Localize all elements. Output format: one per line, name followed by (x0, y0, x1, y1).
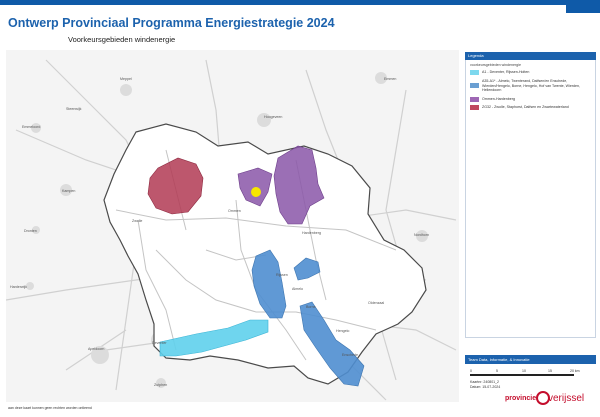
area-zg32-zwolle[interactable] (147, 157, 204, 215)
place-label: Enschede (342, 353, 358, 357)
scale-segment (548, 374, 574, 376)
area-a1-deventer-rijssen[interactable] (159, 319, 269, 357)
scale-segment (496, 374, 522, 376)
legend-swatch (470, 105, 479, 110)
place-label: Rijssen (276, 273, 288, 277)
province-roads (115, 149, 397, 361)
scale-bar: 0 5 10 15 20 km (470, 369, 582, 379)
scale-label: 0 (470, 369, 472, 373)
place-label: Harderwijk (10, 285, 27, 289)
legend-panel: voorkeursgebieden windenergie A1 - Deven… (465, 60, 596, 338)
page-title: Ontwerp Provinciaal Programma Energiestr… (8, 16, 335, 30)
area-ommen-hardenberg[interactable] (273, 145, 325, 225)
legend-item-label: ZG32 - Zwolle, Staphorst, Dalfsen en Zwa… (482, 105, 569, 109)
place-label: Ommen (228, 209, 241, 213)
place-label: Almelo (292, 287, 303, 291)
legend-header: Legenda (465, 52, 596, 60)
place-label: Kampen (62, 189, 75, 193)
legend-swatch (470, 83, 479, 88)
place-label: Steenwijk (66, 107, 82, 111)
legend-item-label: Ommen-Hardenberg (482, 97, 515, 101)
legend-swatch (470, 70, 479, 75)
scale-label: 10 (522, 369, 526, 373)
header-bar-notch (566, 5, 600, 13)
disclaimer: aan deze kaart kunnen geen rechten worde… (8, 406, 92, 410)
scale-label: 15 (548, 369, 552, 373)
place-label: Hardenberg (302, 231, 321, 235)
legend-item-ommen: Ommen-Hardenberg (470, 97, 592, 104)
place-labels: Meppel Steenwijk Emmen Emmeloord Hoogeve… (10, 77, 429, 387)
area-twente-north[interactable] (293, 257, 321, 281)
legend-item-label: A1 - Deventer, Rijssen-Holten (482, 70, 530, 74)
area-twente-west[interactable] (251, 249, 287, 319)
place-label: Emmeloord (22, 125, 40, 129)
place-label: Apeldoorn (88, 347, 104, 351)
scale-segment (522, 374, 548, 376)
legend-item-twente: A35-A1* - Almelo, Twenterand, Dalfsen/en… (470, 79, 592, 97)
legend-item-label: A35-A1* - Almelo, Twenterand, Dalfsen/en… (482, 79, 581, 93)
credits-header: Team Data, Informatie, & Innovatie (465, 355, 596, 364)
logo-icon (536, 391, 550, 405)
place-label: Zwolle (132, 219, 142, 223)
header-bar (0, 0, 600, 5)
scale-label: 20 km (570, 369, 580, 373)
marker-yellow[interactable] (251, 187, 261, 197)
legend-group-label: voorkeursgebieden windenergie (470, 63, 521, 67)
legend-item-zwolle: ZG32 - Zwolle, Staphorst, Dalfsen en Zwa… (470, 105, 592, 112)
scale-segment (470, 374, 496, 376)
place-label: Hoogeveen (264, 115, 282, 119)
legend-item-a1: A1 - Deventer, Rijssen-Holten (470, 70, 592, 78)
logo-word: verijssel (548, 393, 585, 404)
place-label: Hengelo (336, 329, 349, 333)
place-label: Dronten (24, 229, 37, 233)
area-twente-south[interactable] (299, 301, 365, 387)
place-label: Deventer (152, 341, 167, 345)
place-label: Emmen (384, 77, 396, 81)
map-number: Kaartnr: 240801_2 (470, 380, 499, 384)
place-label: Oldenzaal (368, 301, 384, 305)
place-label: Borne (306, 305, 316, 309)
area-ommen-west[interactable] (237, 167, 273, 207)
logo-prefix: provincie (505, 395, 537, 402)
place-label: Meppel (120, 77, 132, 81)
scale-label: 5 (496, 369, 498, 373)
legend-swatch (470, 97, 479, 102)
place-label: Zutphen (154, 383, 167, 387)
map[interactable]: Meppel Steenwijk Emmen Emmeloord Hoogeve… (6, 50, 459, 402)
map-date: Datum: 15-07-2024 (470, 385, 501, 389)
map-subtitle: Voorkeursgebieden windenergie (68, 35, 176, 44)
place-label: Nordhorn (414, 233, 429, 237)
